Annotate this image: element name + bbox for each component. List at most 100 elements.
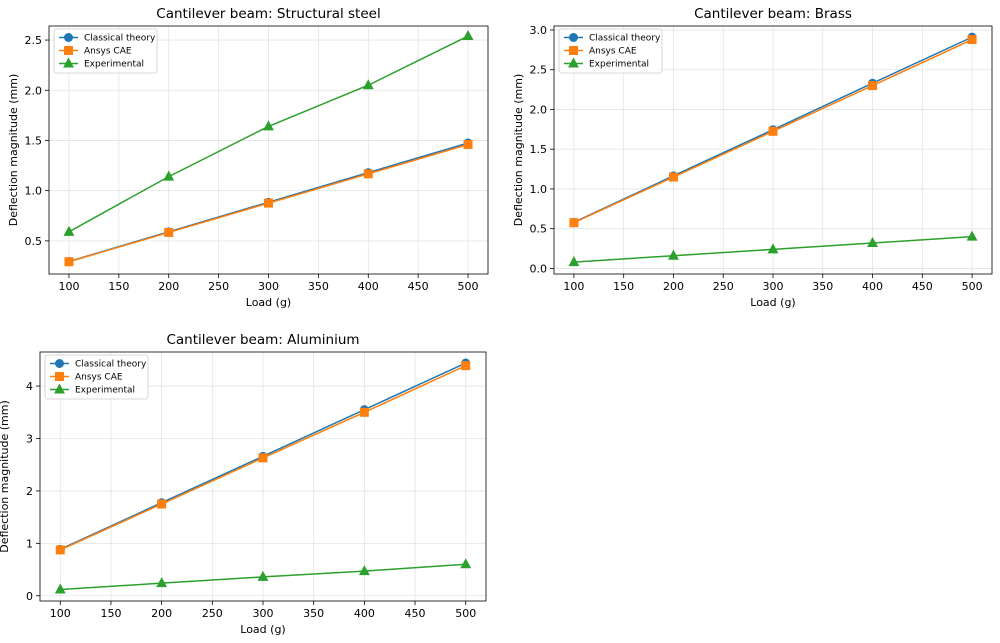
y-tick-label: 3.0 (530, 24, 548, 37)
x-tick-label: 500 (962, 280, 983, 293)
x-tick-label: 150 (613, 280, 634, 293)
data-point (569, 218, 579, 228)
x-tick-label: 350 (812, 280, 833, 293)
legend-swatch-marker (64, 33, 73, 42)
x-axis-label: Load (g) (240, 623, 285, 636)
legend-label: Experimental (589, 60, 649, 70)
legend-label: Classical theory (589, 34, 661, 44)
data-point (568, 256, 580, 267)
x-tick-label: 250 (202, 607, 223, 620)
data-point (55, 545, 65, 555)
legend-label: Classical theory (75, 360, 147, 370)
legend-swatch-marker (55, 359, 64, 368)
x-tick-label: 500 (458, 280, 479, 293)
data-point (64, 257, 74, 267)
legend-swatch-marker (569, 33, 578, 42)
y-tick-label: 1.0 (530, 183, 548, 196)
y-tick-label: 2.0 (530, 103, 548, 116)
x-tick-label: 200 (151, 607, 172, 620)
x-tick-label: 400 (862, 280, 883, 293)
data-point (462, 29, 474, 41)
data-point (156, 577, 168, 588)
legend-box (558, 28, 663, 74)
chart-title: Cantilever beam: Aluminium (166, 332, 359, 348)
legend-label: Ansys CAE (75, 373, 123, 383)
x-tick-label: 250 (208, 280, 229, 293)
y-tick-label: 0 (26, 590, 33, 603)
data-point (163, 170, 175, 181)
x-tick-label: 200 (663, 280, 684, 293)
legend-swatch-marker (54, 383, 65, 394)
x-tick-label: 200 (158, 280, 179, 293)
y-tick-label: 2 (26, 485, 33, 498)
data-point (767, 243, 779, 254)
y-tick-label: 2.0 (25, 84, 43, 97)
legend-label: Experimental (84, 60, 144, 70)
data-point (264, 198, 273, 208)
x-tick-label: 350 (308, 280, 329, 293)
y-axis-label: Deflection magnitude (mm) (7, 74, 20, 227)
x-tick-label: 150 (100, 607, 121, 620)
data-point (258, 453, 268, 463)
data-point (54, 583, 66, 594)
data-point (63, 225, 75, 236)
chart-title: Cantilever beam: Brass (694, 6, 852, 22)
y-tick-label: 0.5 (25, 235, 43, 248)
x-tick-label: 450 (408, 280, 429, 293)
legend-swatch-marker (63, 57, 74, 68)
x-tick-label: 100 (563, 280, 584, 293)
y-tick-label: 1.0 (25, 185, 43, 198)
data-point (868, 81, 878, 91)
data-point (363, 169, 373, 179)
legend-box (44, 354, 149, 400)
data-point (967, 35, 977, 45)
x-tick-label: 300 (258, 280, 279, 293)
x-tick-label: 500 (455, 607, 476, 620)
y-axis-label: Deflection magnitude (mm) (0, 400, 11, 553)
legend-swatch-marker (568, 57, 579, 68)
data-point (460, 558, 472, 569)
x-tick-label: 400 (358, 280, 379, 293)
y-tick-label: 2.5 (25, 34, 43, 47)
data-point (463, 139, 473, 149)
y-tick-label: 1.5 (530, 143, 548, 156)
x-tick-label: 150 (108, 280, 129, 293)
data-point (359, 407, 369, 417)
data-point (768, 126, 778, 136)
legend-swatch-marker (569, 46, 578, 55)
data-point (164, 227, 174, 237)
y-tick-label: 4 (26, 380, 33, 393)
data-point (966, 230, 978, 241)
data-point (157, 499, 167, 509)
legend-swatch-marker (64, 46, 73, 55)
legend-swatch-marker (55, 372, 64, 381)
data-point (668, 249, 679, 260)
x-tick-label: 100 (58, 280, 79, 293)
data-point (263, 120, 274, 131)
x-axis-label: Load (g) (246, 296, 291, 309)
y-tick-label: 0.0 (530, 262, 548, 275)
data-point (257, 570, 269, 581)
chart-panel-2: 100 150 200 250 300 350 400 450 500 0.0 0.5 1.0 1.5 2… (512, 6, 993, 309)
x-tick-label: 350 (303, 607, 324, 620)
x-tick-label: 300 (763, 280, 784, 293)
x-tick-label: 400 (354, 607, 375, 620)
data-point (362, 79, 374, 90)
data-point (668, 172, 678, 182)
x-tick-label: 450 (405, 607, 426, 620)
x-tick-label: 450 (912, 280, 933, 293)
data-point (867, 236, 878, 247)
data-point (461, 361, 471, 371)
x-tick-label: 300 (253, 607, 274, 620)
legend-label: Experimental (75, 386, 135, 396)
legend-label: Ansys CAE (589, 47, 637, 57)
x-axis-label: Load (g) (750, 296, 795, 309)
x-tick-label: 100 (50, 607, 71, 620)
y-axis-label: Deflection magnitude (mm) (512, 74, 525, 227)
legend-label: Classical theory (84, 34, 156, 44)
chart-panel-1: 100 150 200 250 300 350 400 450 500 0.5 1.0 1.5 2.0 2… (7, 6, 489, 309)
x-tick-label: 250 (713, 280, 734, 293)
chart-panel-3: 100 150 200 250 300 350 400 450 500 0 1 2 3 4 Cantilev… (0, 332, 487, 636)
y-tick-label: 2.5 (530, 64, 548, 77)
